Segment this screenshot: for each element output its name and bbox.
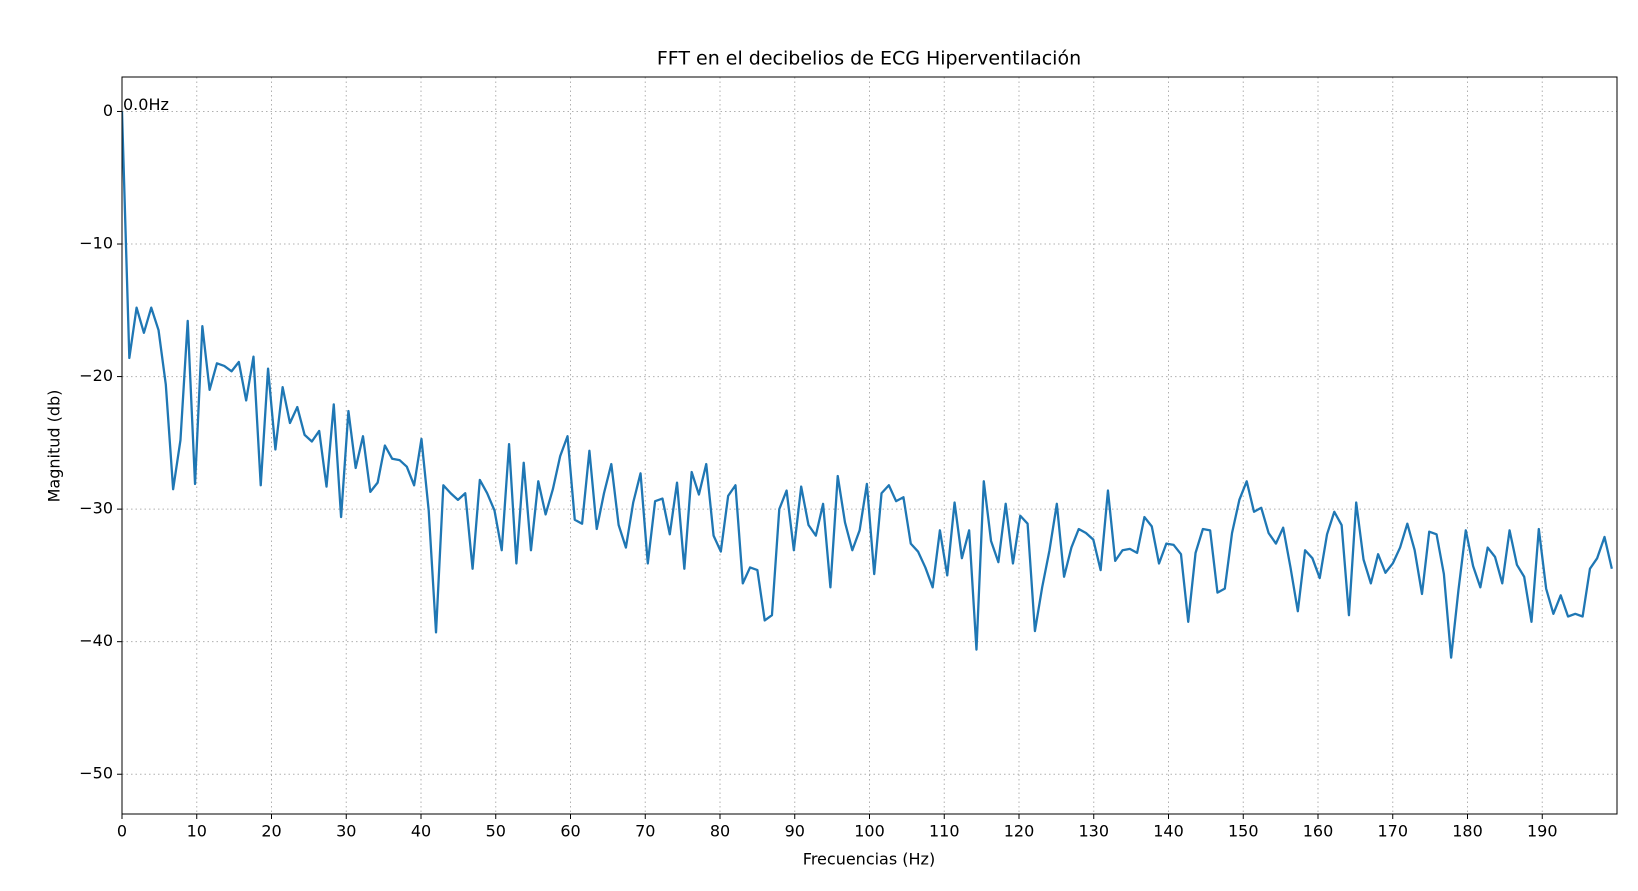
x-tick-label: 50 — [486, 822, 506, 841]
y-tick-label: −30 — [79, 499, 113, 518]
x-tick-label: 80 — [710, 822, 730, 841]
x-tick-label: 120 — [1004, 822, 1035, 841]
y-tick-label: 0 — [103, 101, 113, 120]
x-tick-label: 130 — [1078, 822, 1109, 841]
plot-frame — [121, 76, 1618, 815]
x-tick-label: 20 — [261, 822, 281, 841]
x-axis-label: Frecuencias (Hz) — [803, 850, 935, 869]
x-tick-label: 170 — [1377, 822, 1408, 841]
y-tick-label: −20 — [79, 366, 113, 385]
x-tick-label: 190 — [1527, 822, 1558, 841]
x-tick-label: 90 — [785, 822, 805, 841]
annotation: 0.0Hz — [123, 95, 169, 114]
x-tick-label: 70 — [635, 822, 655, 841]
x-tick-label: 100 — [854, 822, 885, 841]
data-line — [122, 111, 1613, 659]
x-tick-label: 160 — [1303, 822, 1334, 841]
chart-title: FFT en el decibelios de ECG Hiperventila… — [657, 48, 1081, 70]
x-tick-label: 60 — [560, 822, 580, 841]
x-tick-label: 150 — [1228, 822, 1259, 841]
y-tick-label: −50 — [79, 764, 113, 783]
x-tick-label: 0 — [117, 822, 127, 841]
x-tick-label: 40 — [411, 822, 431, 841]
x-tick-label: 140 — [1153, 822, 1184, 841]
y-tick-label: −10 — [79, 234, 113, 253]
x-tick-label: 110 — [929, 822, 960, 841]
x-tick-label: 10 — [187, 822, 207, 841]
x-tick-label: 180 — [1452, 822, 1483, 841]
y-tick-label: −40 — [79, 631, 113, 650]
x-tick-label: 30 — [336, 822, 356, 841]
y-axis-label: Magnitud (db) — [45, 390, 64, 503]
